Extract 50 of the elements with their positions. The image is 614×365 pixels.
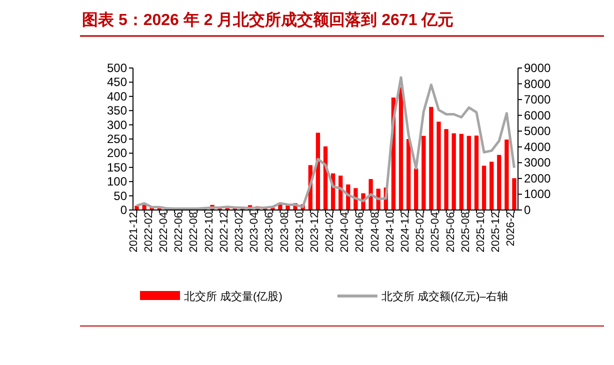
x-tick-label: 2025-12 bbox=[490, 212, 502, 252]
x-tick-label: 2025-04 bbox=[430, 212, 442, 252]
y2-tick-label: 7000 bbox=[524, 92, 552, 107]
legend-label: 北交所 成交量(亿股) bbox=[184, 290, 282, 303]
x-tick-label: 2022-06 bbox=[173, 212, 186, 252]
y2-tick-label: 8000 bbox=[524, 76, 552, 91]
y-tick-label: 150 bbox=[106, 160, 128, 174]
x-tick-label: 2022-02 bbox=[142, 212, 155, 252]
x-tick-label: 2024-06 bbox=[354, 212, 366, 252]
y-tick-label: 200 bbox=[106, 146, 128, 160]
x-tick-label: 2023-12 bbox=[308, 212, 321, 252]
x-tick-label: 2023-08 bbox=[278, 212, 291, 252]
y2-tick-label: 1000 bbox=[524, 187, 552, 202]
y-tick-label: 350 bbox=[106, 104, 128, 118]
x-tick-label: 2022-12 bbox=[218, 212, 230, 252]
x-tick-label: 2022-04 bbox=[158, 212, 170, 252]
x-tick-label: 2024-10 bbox=[384, 212, 396, 252]
x-tick-label: 2024-08 bbox=[369, 212, 382, 252]
y-tick-label: 250 bbox=[106, 132, 128, 146]
chart-title: 图表 5：2026 年 2 月北交所成交额回落到 2671 亿元 bbox=[82, 10, 454, 29]
x-tick-label: 2025-02 bbox=[414, 212, 427, 252]
x-tick-label: 2023-04 bbox=[248, 212, 261, 252]
legend-label: 北交所 成交额(亿元)–右轴 bbox=[381, 290, 508, 303]
y-tick-label: 100 bbox=[106, 174, 128, 189]
x-tick-label: 2025-06 bbox=[444, 212, 457, 252]
x-tick-label: 2023-02 bbox=[233, 212, 246, 252]
x-tick-label: 2024-02 bbox=[324, 212, 336, 252]
y-tick-label: 500 bbox=[106, 61, 128, 75]
y-tick-label: 0 bbox=[120, 203, 128, 217]
x-tick-label: 2025-08 bbox=[460, 212, 472, 252]
y-tick-label: 300 bbox=[106, 118, 128, 132]
y-tick-label: 400 bbox=[106, 89, 128, 104]
y2-tick-label: 5000 bbox=[524, 124, 552, 138]
y2-tick-label: 9000 bbox=[524, 61, 552, 75]
y2-tick-label: 4000 bbox=[524, 140, 552, 154]
y-tick-label: 450 bbox=[106, 75, 128, 90]
x-tick-label: 2025-10 bbox=[475, 212, 488, 252]
y2-tick-label: 6000 bbox=[524, 108, 552, 122]
x-tick-label: 2021-12 bbox=[128, 212, 140, 252]
x-tick-label: 2023-06 bbox=[264, 212, 276, 252]
x-tick-label: 2024-04 bbox=[339, 212, 352, 252]
x-tick-label: 2024-12 bbox=[400, 212, 412, 252]
x-tick-label: 2023-10 bbox=[294, 212, 306, 252]
y2-tick-label: 3000 bbox=[524, 156, 552, 170]
x-tick-label: 2022-08 bbox=[188, 212, 200, 252]
y2-tick-label: 0 bbox=[524, 203, 531, 217]
y2-tick-label: 2000 bbox=[524, 171, 552, 186]
x-tick-label: 2026-2 bbox=[505, 212, 518, 246]
x-tick-label: 2022-10 bbox=[203, 212, 216, 252]
y-tick-label: 50 bbox=[114, 188, 128, 203]
